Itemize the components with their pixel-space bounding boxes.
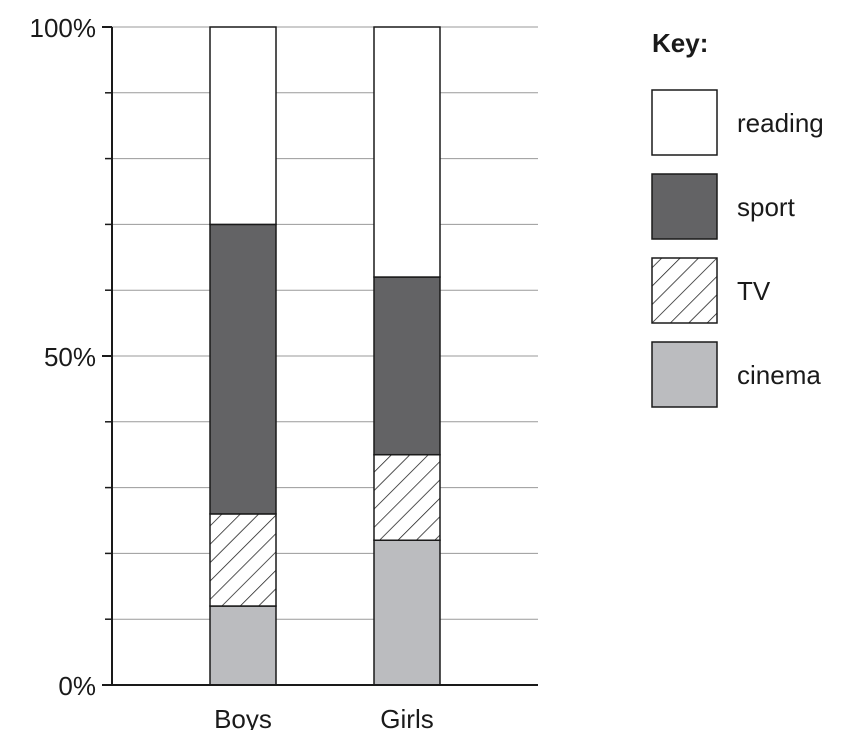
legend-label-cinema: cinema	[737, 360, 821, 390]
legend-title: Key:	[652, 28, 708, 58]
legend-label-sport: sport	[737, 192, 796, 222]
y-tick-label-50: 50%	[44, 342, 96, 372]
axes: Boys Girls 0% 50% 100%	[30, 13, 538, 730]
bar-segment-girls-sport	[373, 276, 441, 456]
legend-label-reading: reading	[737, 108, 824, 138]
legend-swatch-cinema	[651, 341, 718, 408]
bar-segment-girls-reading	[373, 26, 441, 278]
legend: Key: reading sport TV cinema	[651, 28, 824, 408]
x-tick-label-girls: Girls	[380, 704, 433, 730]
legend-swatch-sport	[651, 173, 718, 240]
legend-swatch-reading	[651, 89, 718, 156]
bar-segment-boys-reading	[209, 26, 277, 226]
bar-segment-girls-cinema	[373, 539, 441, 686]
bar-segment-boys-tv	[209, 513, 277, 607]
bar-segment-boys-cinema	[209, 605, 277, 686]
x-tick-label-boys: Boys	[214, 704, 272, 730]
gridlines	[112, 26, 538, 620]
y-tick-label-0: 0%	[58, 671, 96, 701]
bar-segment-boys-sport	[209, 223, 277, 515]
legend-label-tv: TV	[737, 276, 771, 306]
bars	[209, 26, 441, 686]
legend-swatch-tv	[651, 257, 718, 324]
bar-segment-girls-tv	[373, 453, 441, 541]
y-tick-label-100: 100%	[30, 13, 97, 43]
